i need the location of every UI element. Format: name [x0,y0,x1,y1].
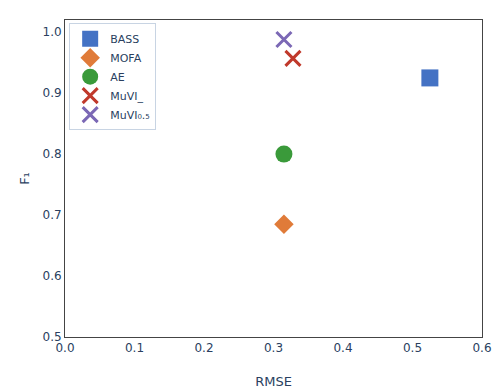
svg-text:0.0: 0.0 [55,341,74,355]
svg-text:0.9: 0.9 [43,86,62,100]
svg-text:MuVI₀.₅: MuVI₀.₅ [110,109,150,122]
svg-text:BASS: BASS [110,33,139,46]
svg-text:0.2: 0.2 [194,341,213,355]
svg-text:0.5: 0.5 [43,330,62,344]
svg-text:MuVI_: MuVI_ [110,90,143,103]
svg-text:RMSE: RMSE [255,374,292,389]
svg-text:0.7: 0.7 [43,208,62,222]
svg-text:0.5: 0.5 [403,341,422,355]
svg-text:0.6: 0.6 [472,341,491,355]
svg-text:0.1: 0.1 [125,341,144,355]
svg-text:F₁: F₁ [17,172,32,185]
svg-text:MOFA: MOFA [110,52,141,65]
svg-text:0.6: 0.6 [43,269,62,283]
svg-text:0.3: 0.3 [264,341,283,355]
svg-text:0.8: 0.8 [43,147,62,161]
svg-text:0.4: 0.4 [333,341,352,355]
svg-text:AE: AE [110,71,125,84]
svg-text:1.0: 1.0 [43,25,62,39]
